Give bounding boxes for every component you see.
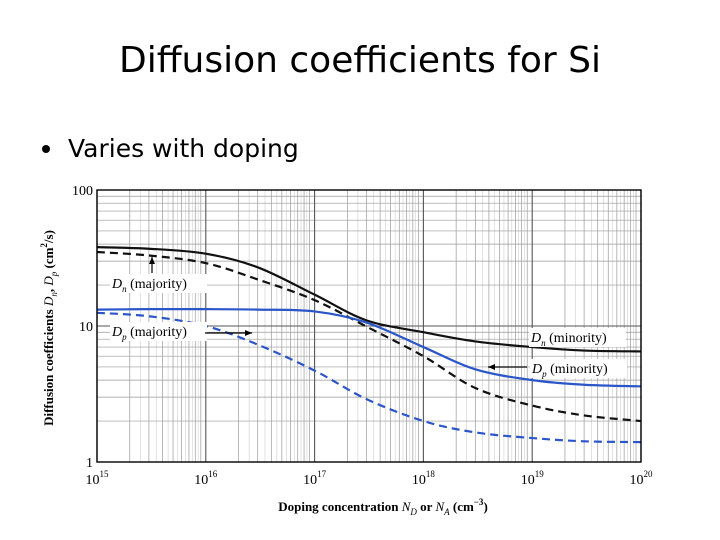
annotation-d-n-minority: Dn (minority) — [530, 331, 607, 348]
y-tick-label: 100 — [72, 184, 93, 199]
curve-d-n-majority — [96, 250, 642, 423]
slide-title: Diffusion coefficients for Si — [118, 40, 602, 81]
frame-layer — [96, 189, 642, 463]
annotation-d-p-majority: Dp (majority) — [111, 325, 187, 342]
x-tick-label: 1019 — [521, 469, 545, 488]
curve-d-p-minority — [96, 308, 642, 388]
x-tick-label: 1018 — [412, 469, 436, 488]
annotation-arrowhead — [149, 257, 155, 264]
bullet-item: Varies with doping — [42, 134, 299, 163]
x-tick-label: 1020 — [630, 469, 654, 488]
x-tick-label: 1017 — [303, 469, 327, 488]
annotation-d-n-majority: Dn (majority) — [111, 277, 187, 294]
y-tick-label: 10 — [79, 320, 93, 335]
annotation-bg — [110, 322, 207, 341]
annotation-arrowhead — [488, 364, 495, 370]
annotation-bg — [110, 274, 207, 293]
annotation-bg — [530, 359, 627, 378]
y-axis-label: Diffusion coefficients Dn, Dp (cm2/s) — [39, 230, 59, 426]
annotation-arrowhead — [245, 330, 252, 336]
annotation-bg — [529, 328, 626, 347]
bullet-text: Varies with doping — [68, 134, 299, 163]
x-tick-label: 1015 — [86, 469, 110, 488]
annotation-d-p-minority: Dp (minority) — [531, 362, 608, 379]
curve-d-n-minority — [96, 246, 642, 353]
x-axis-label: Doping concentration ND or NA (cm−3) — [278, 497, 488, 517]
y-tick-label: 1 — [86, 456, 93, 471]
plot-frame — [96, 189, 642, 463]
bullet-dot — [42, 144, 50, 153]
x-tick-label: 1016 — [194, 469, 218, 488]
